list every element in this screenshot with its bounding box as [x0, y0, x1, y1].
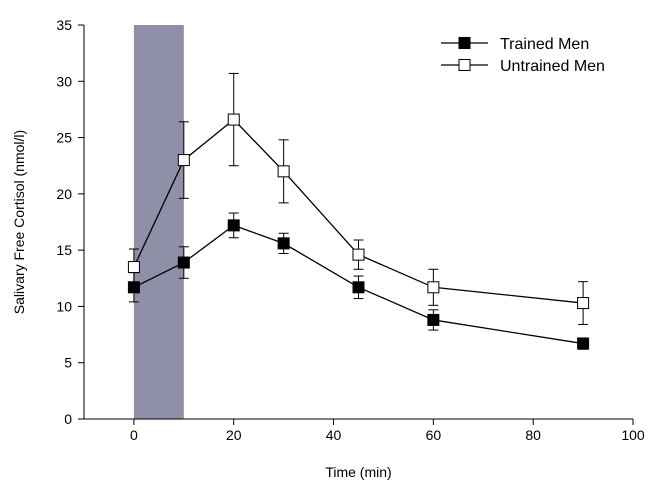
data-point	[128, 282, 139, 293]
data-point	[578, 338, 589, 349]
x-tick-label: 60	[426, 427, 442, 443]
y-tick-label: 20	[56, 186, 72, 202]
y-tick-label: 25	[56, 130, 72, 146]
data-point	[428, 282, 439, 293]
legend-item-trained-men: Trained Men	[441, 36, 589, 53]
y-tick-label: 5	[64, 355, 72, 371]
data-point	[178, 155, 189, 166]
legend-item-untrained-men: Untrained Men	[441, 58, 605, 75]
y-tick-label: 15	[56, 242, 72, 258]
x-tick-label: 0	[130, 427, 138, 443]
x-axis-title: Time (min)	[325, 464, 391, 480]
y-tick-label: 0	[64, 411, 72, 427]
data-point	[278, 166, 289, 177]
legend: Trained Men Untrained Men	[441, 36, 605, 75]
y-tick-label: 30	[56, 73, 72, 89]
legend-marker	[459, 38, 470, 49]
data-point	[578, 298, 589, 309]
x-tick-label: 40	[326, 427, 342, 443]
series-line-untrained-men	[134, 120, 583, 303]
y-tick-label: 10	[56, 298, 72, 314]
x-tick-label: 100	[621, 427, 645, 443]
x-tick-label: 80	[525, 427, 541, 443]
y-axis-title: Salivary Free Cortisol (nmol/l)	[11, 130, 27, 314]
data-point	[228, 114, 239, 125]
exercise-shaded-region	[134, 25, 184, 419]
data-point	[353, 282, 364, 293]
data-point	[228, 220, 239, 231]
series-trained-men	[128, 213, 588, 349]
y-tick-label: 35	[56, 17, 72, 33]
data-point	[278, 238, 289, 249]
legend-label: Trained Men	[500, 36, 589, 53]
legend-marker	[459, 60, 470, 71]
data-point	[353, 249, 364, 260]
x-tick-label: 20	[226, 427, 242, 443]
data-point	[128, 262, 139, 273]
y-ticks: 0 5 10 15 20 25 30 35	[56, 17, 84, 427]
series-layer	[128, 73, 588, 349]
data-point	[178, 257, 189, 268]
data-point	[428, 314, 439, 325]
x-ticks: 0 20 40 60 80 100	[130, 419, 645, 443]
legend-label: Untrained Men	[500, 58, 605, 75]
